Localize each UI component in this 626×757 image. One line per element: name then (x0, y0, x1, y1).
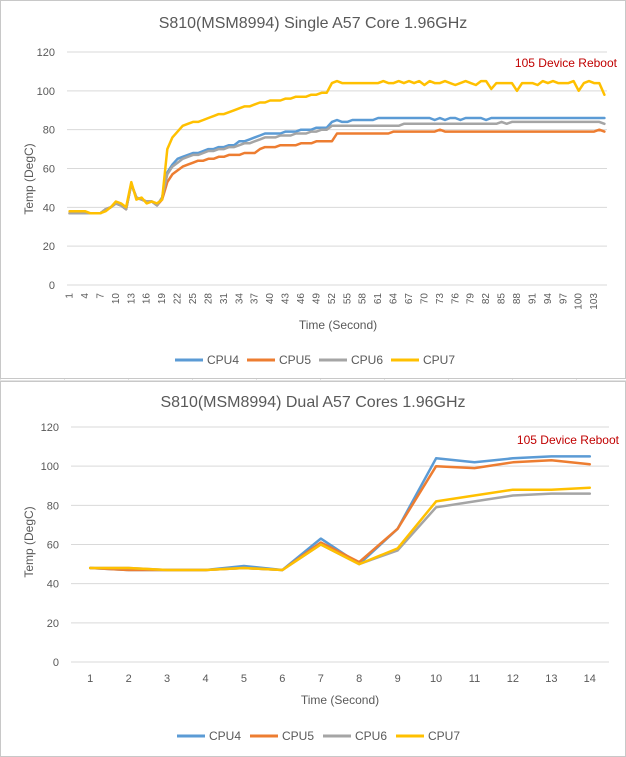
y-tick-label: 40 (43, 202, 55, 214)
x-tick-label: 31 (219, 293, 230, 305)
x-tick-label: 19 (157, 293, 168, 305)
x-tick-label: 82 (481, 293, 492, 305)
series-line-cpu7 (68, 79, 606, 215)
x-tick-label: 4 (202, 673, 208, 685)
x-tick-label: 10 (111, 293, 122, 305)
x-tick-label: 13 (545, 673, 557, 685)
x-tick-label: 91 (527, 293, 538, 305)
x-tick-label: 25 (188, 293, 199, 305)
x-tick-label: 88 (512, 293, 523, 305)
single-core-chart-svg: S810(MSM8994) Single A57 Core 1.96GHz Te… (22, 15, 618, 367)
x-tick-label: 9 (395, 673, 401, 685)
series-line-cpu7 (88, 486, 592, 572)
x-tick-label: 103 (589, 293, 600, 310)
x-tick-label: 34 (234, 293, 245, 305)
x-tick-label: 58 (358, 293, 369, 305)
x-tick-label: 73 (435, 293, 446, 305)
x-tick-label: 5 (241, 673, 247, 685)
x-axis-label: Time (Second) (301, 693, 379, 707)
x-tick-label: 6 (279, 673, 285, 685)
chart-title: S810(MSM8994) Single A57 Core 1.96GHz (159, 15, 468, 32)
x-tick-label: 11 (469, 673, 480, 685)
x-tick-label: 52 (327, 293, 338, 305)
reboot-annotation: 105 Device Reboot (517, 433, 620, 447)
y-axis-label: Temp (DegC) (22, 506, 36, 577)
y-tick-label: 20 (47, 618, 59, 630)
x-tick-label: 64 (389, 293, 400, 305)
x-tick-label: 28 (203, 293, 214, 305)
x-tick-label: 13 (126, 293, 137, 305)
y-tick-label: 80 (47, 500, 59, 512)
legend-label: CPU6 (351, 353, 383, 367)
x-tick-label: 70 (419, 293, 430, 305)
x-tick-label: 2 (126, 673, 132, 685)
x-tick-label: 100 (574, 293, 585, 310)
legend-label: CPU7 (423, 353, 455, 367)
y-tick-label: 60 (47, 540, 59, 552)
x-tick-label: 94 (543, 293, 554, 305)
y-tick-label: 120 (37, 47, 55, 59)
single-core-chart[interactable]: S810(MSM8994) Single A57 Core 1.96GHz Te… (0, 0, 626, 379)
x-tick-label: 76 (450, 293, 461, 305)
legend-label: CPU7 (428, 729, 460, 743)
x-tick-label: 46 (296, 293, 307, 305)
x-tick-label: 8 (356, 673, 362, 685)
legend-label: CPU5 (279, 353, 311, 367)
y-tick-label: 20 (43, 241, 55, 253)
y-tick-label: 0 (49, 280, 55, 292)
y-tick-label: 40 (47, 579, 59, 591)
x-tick-label: 37 (250, 293, 261, 305)
reboot-annotation: 105 Device Reboot (515, 56, 618, 70)
y-tick-label: 0 (53, 657, 59, 669)
y-axis-label: Temp (DegC) (22, 143, 36, 214)
x-tick-label: 79 (466, 293, 477, 305)
legend-label: CPU5 (282, 729, 314, 743)
legend-label: CPU4 (207, 353, 239, 367)
x-tick-label: 1 (65, 293, 76, 299)
x-tick-label: 55 (342, 293, 353, 305)
x-tick-label: 10 (430, 673, 442, 685)
x-tick-label: 67 (404, 293, 415, 305)
x-tick-label: 14 (584, 673, 596, 685)
x-tick-label: 85 (497, 293, 508, 305)
y-tick-label: 100 (37, 86, 55, 98)
x-tick-label: 40 (265, 293, 276, 305)
legend-label: CPU4 (209, 729, 241, 743)
x-tick-label: 7 (95, 293, 106, 299)
x-tick-label: 22 (173, 293, 184, 305)
x-tick-label: 1 (87, 673, 93, 685)
dual-core-chart[interactable]: S810(MSM8994) Dual A57 Cores 1.96GHz Tem… (0, 381, 626, 757)
x-tick-label: 7 (318, 673, 324, 685)
x-tick-label: 16 (142, 293, 153, 305)
x-tick-label: 12 (507, 673, 519, 685)
x-tick-label: 97 (558, 293, 569, 305)
x-tick-label: 4 (80, 293, 91, 299)
x-tick-label: 49 (311, 293, 322, 305)
y-tick-label: 120 (41, 422, 59, 434)
x-tick-label: 43 (281, 293, 292, 305)
x-tick-label: 61 (373, 293, 384, 305)
x-tick-label: 3 (164, 673, 170, 685)
legend-label: CPU6 (355, 729, 387, 743)
y-tick-label: 100 (41, 461, 59, 473)
dual-core-chart-svg: S810(MSM8994) Dual A57 Cores 1.96GHz Tem… (22, 394, 620, 743)
y-tick-label: 80 (43, 125, 55, 137)
chart-title: S810(MSM8994) Dual A57 Cores 1.96GHz (160, 394, 465, 411)
x-axis-label: Time (Second) (299, 318, 377, 332)
y-tick-label: 60 (43, 164, 55, 176)
